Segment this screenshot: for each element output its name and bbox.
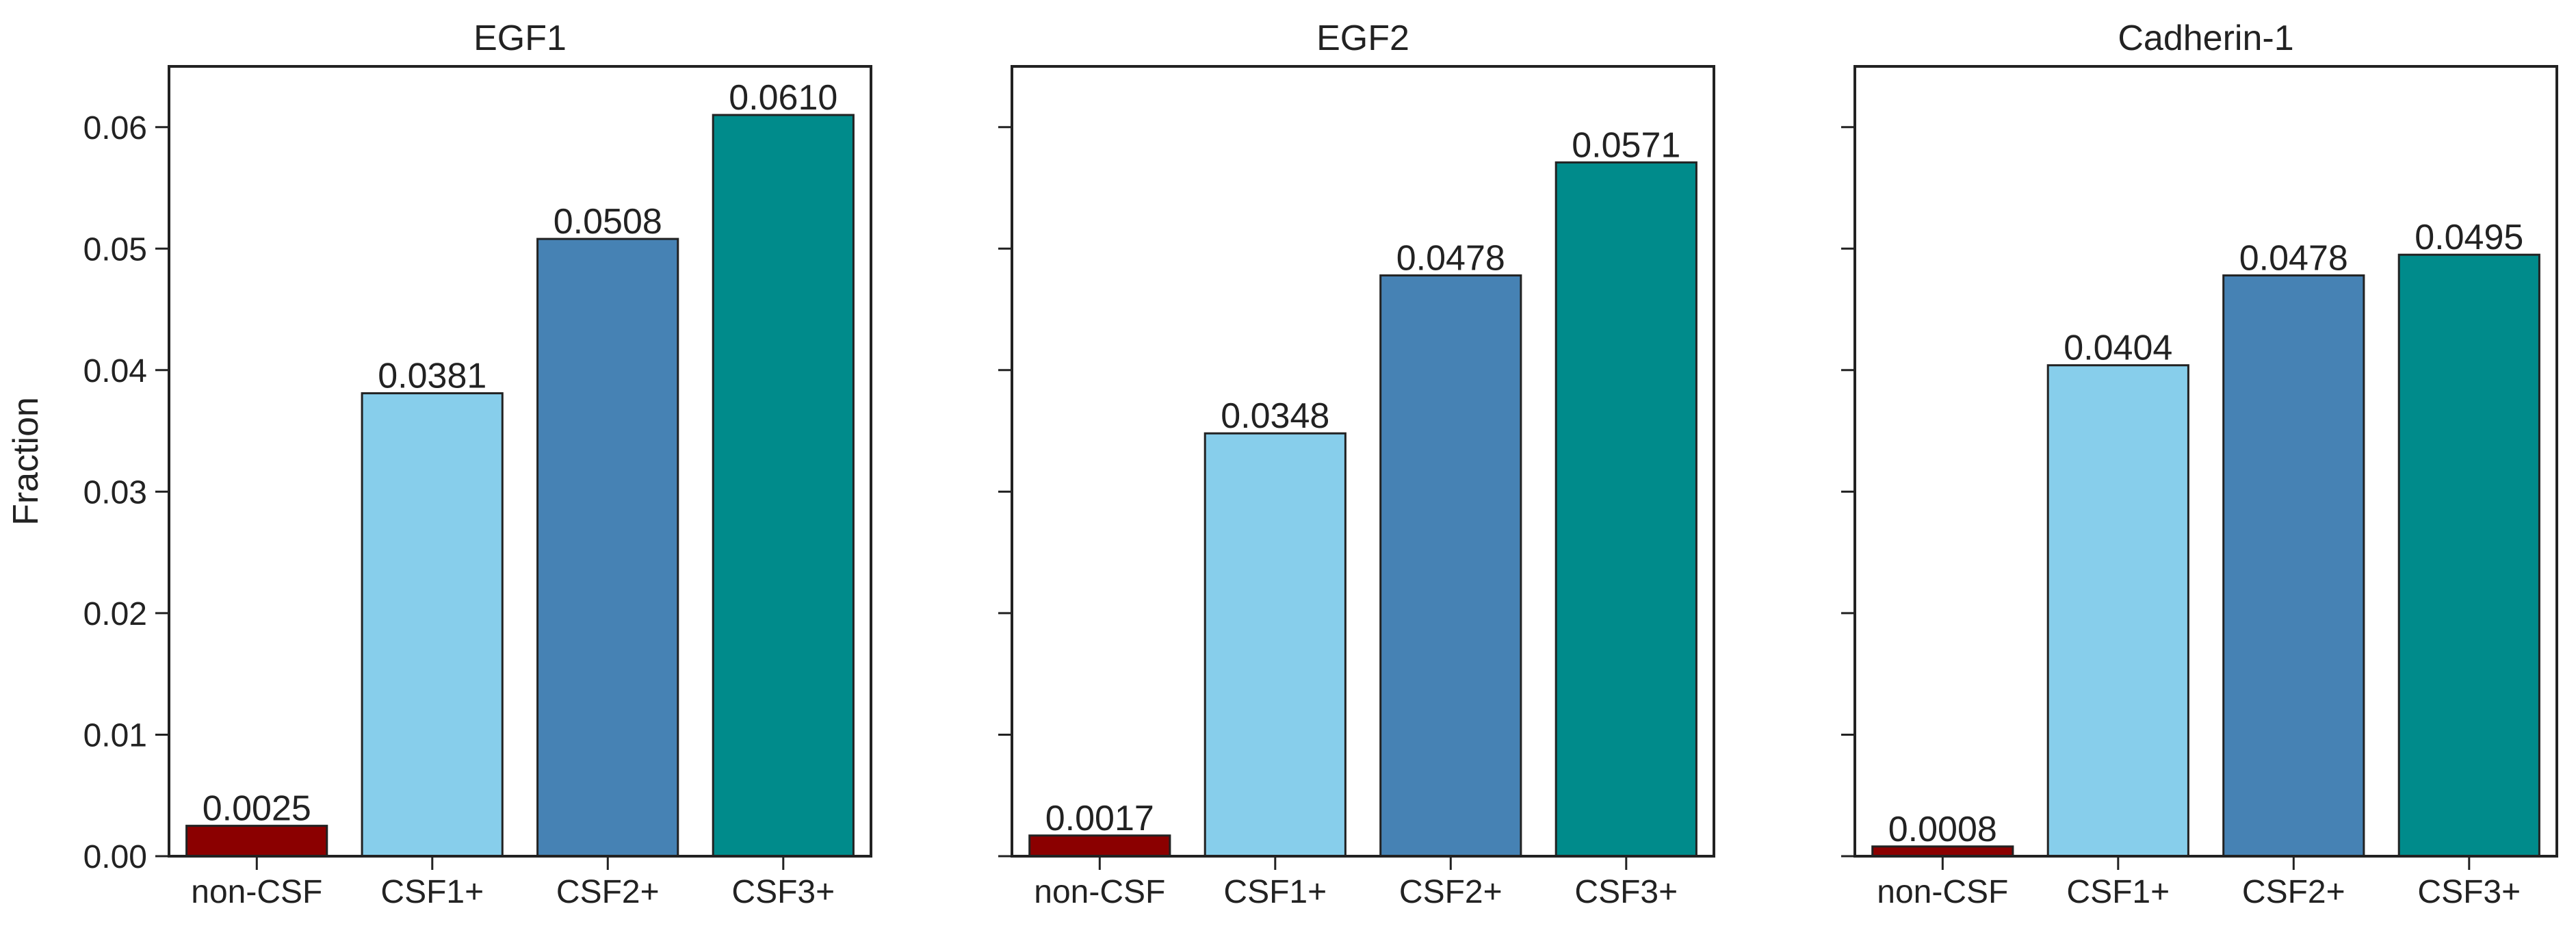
x-tick-label: CSF2+	[556, 874, 660, 910]
bar-value-label: 0.0348	[1221, 396, 1329, 436]
bar-value-label: 0.0381	[378, 357, 486, 396]
bar-csf3	[712, 114, 855, 858]
y-tick-label: 0.01	[83, 718, 147, 754]
axes-frame	[1011, 65, 1715, 858]
x-tick-label: non-CSF	[1877, 874, 2008, 910]
x-tick-label: CSF1+	[1223, 874, 1327, 910]
y-tick-label: 0.03	[83, 474, 147, 511]
chart-panel-1: 0.0025 non-CSF 0.0381 CSF1+ 0.0508 CSF2+ 0.061…	[6, 18, 872, 910]
x-tick-label: CSF1+	[380, 874, 484, 910]
x-tick-label: CSF2+	[1399, 874, 1502, 910]
bar-csf1	[1204, 432, 1346, 858]
chart-panel-3: 0.0008 non-CSF 0.0404 CSF1+ 0.0478 CSF2+ 0.049…	[1841, 18, 2558, 910]
bar-value-label: 0.0610	[729, 78, 837, 118]
bar-csf1	[361, 392, 504, 858]
y-axis-label: Fraction	[6, 397, 46, 526]
chart-panel-2: 0.0017 non-CSF 0.0348 CSF1+ 0.0478 CSF2+ 0.057…	[998, 18, 1715, 910]
bar-csf3	[2397, 253, 2540, 858]
bar-value-label: 0.0478	[2239, 238, 2348, 278]
bar-value-label: 0.0478	[1396, 238, 1505, 278]
chart-title: Cadherin-1	[2118, 18, 2293, 58]
bar-value-label: 0.0495	[2415, 218, 2523, 257]
x-tick-label: CSF3+	[1574, 874, 1678, 910]
y-tick-label: 0.06	[83, 110, 147, 146]
bar-value-label: 0.0508	[554, 202, 662, 242]
chart-panels: 0.0025 non-CSF 0.0381 CSF1+ 0.0508 CSF2+ 0.061…	[6, 18, 2558, 910]
x-tick-label: non-CSF	[191, 874, 322, 910]
x-tick-label: CSF3+	[2417, 874, 2521, 910]
bar-csf3	[1554, 161, 1697, 858]
axes-frame	[1853, 65, 2558, 858]
y-tick-label: 0.00	[83, 839, 147, 875]
bar-value-label: 0.0404	[2064, 329, 2172, 368]
chart-title: EGF1	[473, 18, 567, 58]
y-tick-label: 0.05	[83, 231, 147, 268]
bar-csf2	[1379, 274, 1522, 858]
bar-csf2	[2222, 274, 2365, 858]
bar-value-label: 0.0571	[1572, 125, 1680, 165]
bar-csf1	[2046, 364, 2189, 858]
x-tick-label: CSF1+	[2066, 874, 2170, 910]
axes-frame	[168, 65, 872, 858]
bar-csf2	[536, 237, 679, 858]
bar-non-csf	[185, 825, 328, 858]
y-tick-label: 0.04	[83, 353, 147, 389]
bar-value-label: 0.0008	[1888, 810, 1997, 849]
bar-value-label: 0.0025	[203, 789, 311, 829]
bar-value-label: 0.0017	[1045, 799, 1154, 838]
x-tick-label: non-CSF	[1034, 874, 1165, 910]
x-tick-label: CSF2+	[2242, 874, 2345, 910]
bar-non-csf	[1028, 834, 1171, 858]
chart-title: EGF2	[1316, 18, 1409, 58]
x-tick-label: CSF3+	[731, 874, 835, 910]
y-tick-label: 0.02	[83, 596, 147, 632]
